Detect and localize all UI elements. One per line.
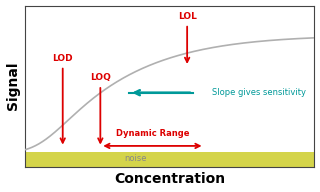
Y-axis label: Signal: Signal — [5, 62, 20, 110]
X-axis label: Concentration: Concentration — [114, 172, 225, 186]
Text: Slope gives sensitivity: Slope gives sensitivity — [212, 88, 306, 97]
Text: LOD: LOD — [52, 54, 73, 143]
Text: noise: noise — [124, 154, 146, 162]
Bar — [25, 152, 315, 167]
Text: Dynamic Range: Dynamic Range — [116, 129, 189, 138]
Text: LOQ: LOQ — [90, 73, 111, 143]
Text: LOL: LOL — [178, 12, 196, 62]
